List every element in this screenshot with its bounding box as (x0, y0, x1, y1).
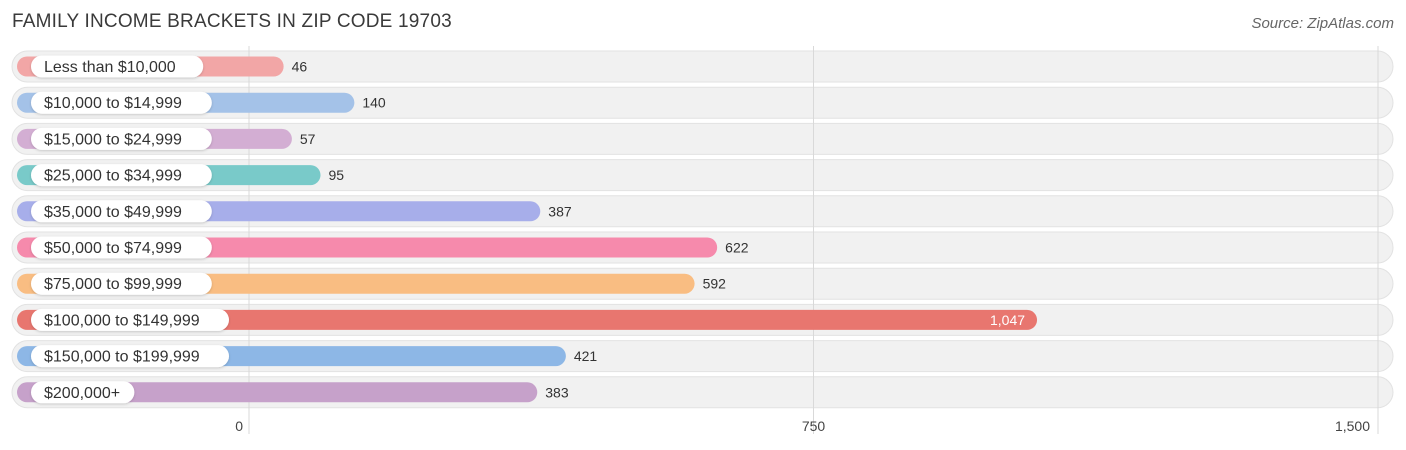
category-label-pill (31, 127, 212, 150)
category-label-pill (31, 200, 212, 223)
value-label: 383 (545, 384, 569, 400)
value-label: 1,047 (990, 312, 1025, 328)
value-label: 95 (329, 167, 345, 183)
chart-title: FAMILY INCOME BRACKETS IN ZIP CODE 19703 (12, 11, 452, 32)
row-track (11, 159, 1394, 192)
category-label-pill (31, 91, 212, 114)
category-label: Less than $10,000 (44, 59, 176, 76)
value-label: 46 (292, 59, 308, 75)
category-label-pill (31, 345, 229, 368)
value-label: 622 (725, 240, 749, 256)
bar (17, 382, 538, 403)
category-label: $25,000 to $34,999 (44, 168, 182, 185)
category-label: $15,000 to $24,999 (44, 131, 182, 148)
bar (17, 309, 1038, 330)
value-label: 387 (548, 203, 572, 219)
category-label: $75,000 to $99,999 (44, 276, 182, 293)
row-track (11, 86, 1394, 119)
value-label: 592 (703, 276, 727, 292)
value-label: 57 (300, 131, 316, 147)
category-label: $35,000 to $49,999 (44, 204, 182, 221)
category-label: $200,000+ (44, 385, 120, 402)
row-track (11, 122, 1394, 155)
category-label: $50,000 to $74,999 (44, 240, 182, 257)
value-label: 140 (362, 95, 386, 111)
x-tick-label: 1,500 (1335, 418, 1370, 434)
x-tick-label: 750 (802, 418, 826, 434)
category-label-pill (31, 272, 212, 295)
category-label-pill (31, 308, 229, 331)
x-tick-label: 0 (235, 418, 243, 434)
source-note: Source: ZipAtlas.com (1251, 15, 1394, 32)
category-label-pill (31, 164, 212, 187)
value-label: 421 (574, 348, 598, 364)
category-label: $10,000 to $14,999 (44, 95, 182, 112)
row-track (11, 50, 1394, 83)
category-label: $100,000 to $149,999 (44, 312, 200, 329)
category-label: $150,000 to $199,999 (44, 349, 200, 366)
category-label-pill (31, 236, 212, 259)
category-label-pill (31, 55, 204, 78)
category-label-pill (31, 381, 135, 404)
